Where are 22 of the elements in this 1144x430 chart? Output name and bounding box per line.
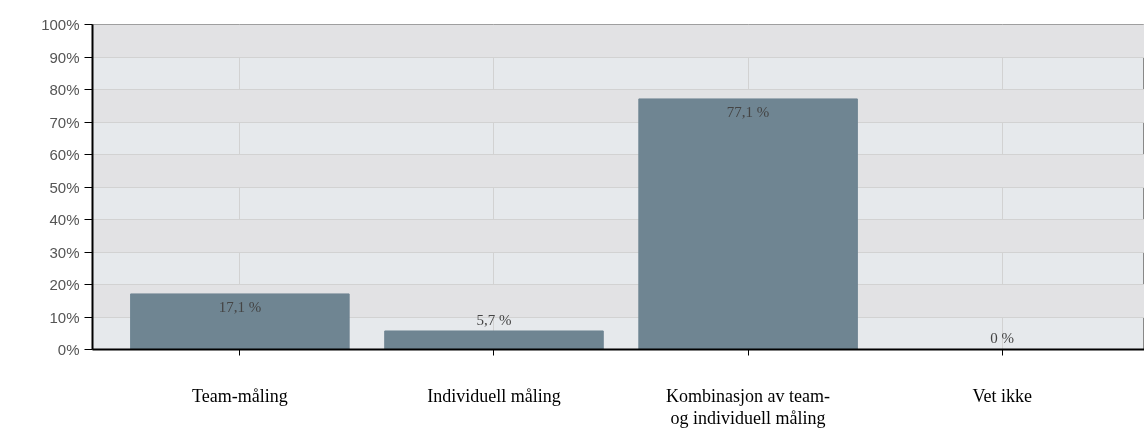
- bar: [130, 293, 350, 350]
- y-tick-label: 90%: [49, 48, 80, 66]
- x-tick-label: Vet ikke: [972, 385, 1032, 406]
- bar: [384, 330, 604, 350]
- y-tick-label: 80%: [49, 81, 80, 98]
- y-tick-label: 60%: [49, 146, 80, 163]
- x-tick-label: Team-måling: [192, 385, 288, 406]
- data-label: 17,1 %: [218, 298, 262, 315]
- y-tick-label: 40%: [49, 211, 80, 228]
- y-tick-label: 100%: [41, 16, 80, 33]
- x-tick-label: Kombinasjon av team- og individuell måling: [666, 385, 831, 428]
- y-tick-label: 0%: [57, 341, 80, 358]
- y-tick-label: 10%: [49, 308, 80, 326]
- y-tick-label: 50%: [49, 178, 80, 196]
- data-label: 0 %: [990, 330, 1015, 347]
- y-tick-label: 70%: [49, 113, 80, 131]
- x-tick-label: Individuell måling: [427, 385, 561, 406]
- y-tick-label: 30%: [49, 243, 80, 261]
- data-label: 77,1 %: [726, 103, 770, 120]
- data-label: 5,7 %: [476, 311, 512, 328]
- y-tick-label: 20%: [49, 276, 80, 293]
- bar: [638, 98, 858, 350]
